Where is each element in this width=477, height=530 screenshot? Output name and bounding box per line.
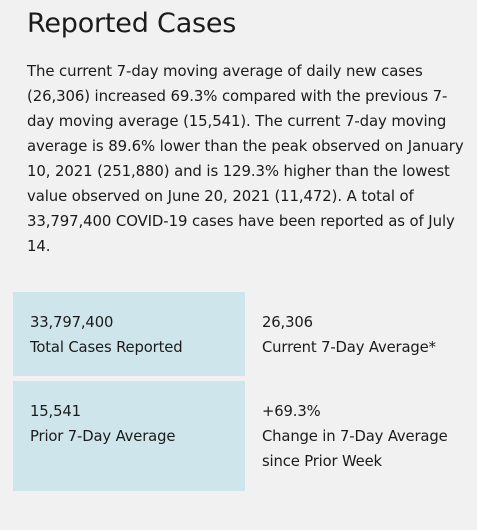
change-box: +69.3% Change in 7-Day Average since Pri…: [245, 381, 473, 491]
prior-average-label: Prior 7-Day Average: [30, 428, 176, 445]
change-label: Change in 7-Day Average since Prior Week: [262, 428, 448, 470]
prior-average-value: 15,541: [30, 403, 81, 420]
stats-grid: 33,797,400 Total Cases Reported 26,306 C…: [13, 292, 473, 491]
current-average-value: 26,306: [262, 314, 313, 331]
current-average-label: Current 7-Day Average*: [262, 339, 436, 356]
summary-paragraph: The current 7-day moving average of dail…: [27, 62, 464, 255]
change-value: +69.3%: [262, 403, 321, 420]
prior-average-box: 15,541 Prior 7-Day Average: [13, 381, 245, 491]
current-average-box: 26,306 Current 7-Day Average*: [245, 292, 473, 376]
total-cases-label: Total Cases Reported: [30, 339, 183, 356]
total-cases-box: 33,797,400 Total Cases Reported: [13, 292, 245, 376]
total-cases-value: 33,797,400: [30, 314, 114, 331]
section-title: Reported Cases: [27, 8, 237, 39]
